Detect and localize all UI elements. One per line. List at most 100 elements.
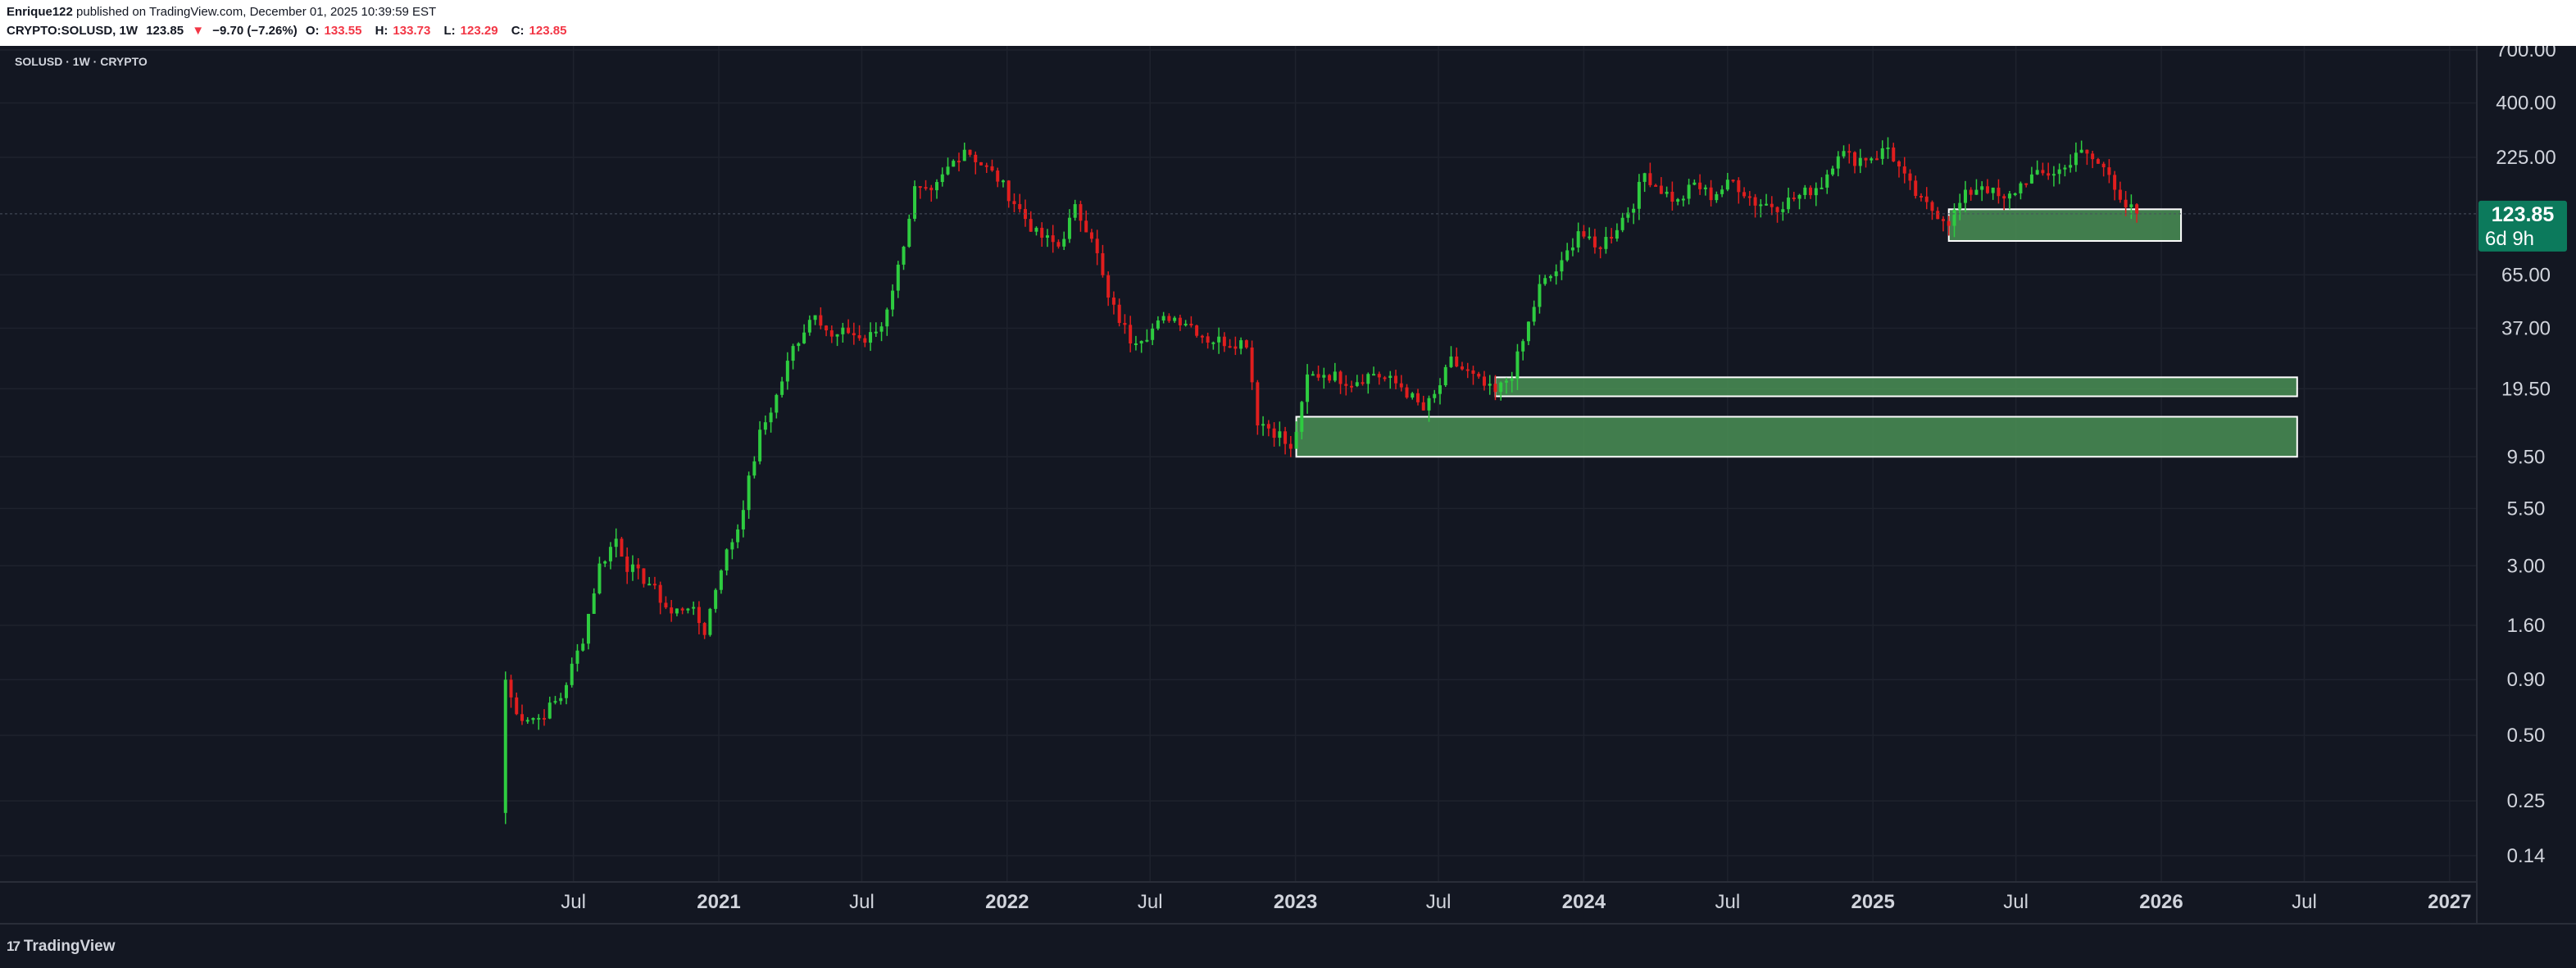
time-tick-label: Jul [1715, 891, 1740, 913]
candle-body [1361, 382, 1365, 384]
candle-body [1642, 173, 1647, 182]
candle-body [1427, 398, 1431, 411]
candle-body [785, 361, 789, 382]
candle-body [1250, 347, 1254, 383]
candle-body [1626, 212, 1630, 218]
candle-body [819, 315, 823, 326]
candle-body [769, 412, 773, 423]
candle-body [1703, 187, 1707, 189]
time-tick-label: Jul [849, 891, 875, 913]
candle-body [1620, 217, 1624, 230]
publication-info: Enrique122 published on TradingView.com,… [7, 5, 436, 19]
price-chart[interactable]: 700.00 400.00 225.00 65.00 37.00 19.50 9.50 5.5… [0, 46, 2576, 923]
candle-body [1089, 232, 1093, 239]
candle-body [974, 154, 978, 162]
demand-zone[interactable] [1947, 208, 2183, 242]
candle-body [857, 335, 861, 339]
candle-body [680, 608, 684, 611]
candle-body [1908, 173, 1912, 181]
candle-body [1504, 380, 1508, 383]
candle-body [1482, 376, 1486, 386]
time-tick-label: 2021 [697, 891, 740, 913]
time-tick-label: Jul [1426, 891, 1452, 913]
candle-body [675, 608, 679, 614]
candle-body [1244, 340, 1248, 348]
time-tick-label: 2024 [1562, 891, 1606, 913]
candle-body [2101, 163, 2106, 168]
candle-body [1991, 187, 1995, 193]
candle-body [1809, 187, 1813, 196]
candle-body [1715, 193, 1719, 201]
candle-body [1018, 204, 1022, 210]
candle-body [1897, 161, 1901, 167]
demand-zone[interactable] [1494, 376, 2298, 398]
candle-body [1333, 371, 1337, 381]
candle-body [670, 607, 674, 614]
candle-body [791, 346, 795, 361]
candle-body [1610, 237, 1614, 239]
candle-body [1306, 374, 1310, 402]
demand-zone[interactable] [1295, 416, 2298, 458]
candle-body [1853, 152, 1857, 166]
candle-body [1217, 336, 1221, 343]
candle-body [747, 475, 751, 511]
symbol-name[interactable]: CRYPTO:SOLUSD, 1W [7, 24, 139, 38]
candle-body [1941, 219, 1945, 221]
price-tick-label: 9.50 [2507, 446, 2546, 468]
candle-body [1167, 316, 1171, 321]
candle-body [1947, 220, 1951, 226]
author-name[interactable]: Enrique122 [7, 5, 73, 19]
high-value: 133.73 [393, 24, 431, 38]
candle-body [708, 608, 712, 635]
candle-body [1178, 317, 1182, 325]
price-tick-label: 700.00 [2496, 46, 2556, 61]
low-label: L: [443, 24, 456, 38]
price-axis[interactable]: 700.00 400.00 225.00 65.00 37.00 19.50 9.50 5.5… [2496, 46, 2556, 867]
zones [1295, 208, 2298, 458]
candle-body [1350, 385, 1354, 388]
candle-body [1875, 158, 1879, 161]
candle-body [1355, 382, 1359, 386]
time-tick-label: Jul [2292, 891, 2317, 913]
candle-body [1681, 198, 1685, 201]
candle-body [1261, 424, 1265, 426]
candle-body [2019, 183, 2023, 193]
candle-body [719, 570, 723, 590]
candle-body [802, 332, 806, 343]
candle-body [902, 247, 906, 265]
candle-body [1632, 208, 1636, 213]
candle-body [835, 334, 839, 337]
candle-body [1416, 393, 1420, 402]
published-text: published on TradingView.com, December 0… [76, 5, 437, 19]
candle-body [1997, 187, 2001, 197]
price-tick-label: 5.50 [2507, 498, 2546, 520]
price-tick-label: 19.50 [2501, 378, 2551, 400]
candle-body [1836, 156, 1840, 169]
candle-body [1106, 275, 1111, 298]
candle-body [547, 702, 552, 719]
time-tick-label: 2027 [2428, 891, 2471, 913]
candle-body [1145, 339, 1149, 342]
candle-body [702, 623, 706, 635]
candle-body [1858, 157, 1862, 166]
candle-body [1056, 242, 1061, 247]
tradingview-logo[interactable]: 17 TradingView [7, 938, 116, 956]
candle-body [2118, 189, 2122, 200]
candle-body [1256, 382, 1260, 425]
candle-body [1062, 239, 1066, 247]
candle-body [1648, 173, 1652, 185]
candle-body [1831, 168, 1835, 175]
candle-body [1438, 385, 1442, 394]
candle-body [1067, 217, 1071, 239]
candle-body [924, 187, 928, 189]
candle-body [1914, 180, 1918, 197]
time-axis[interactable]: Jul 2021 Jul 2022 Jul 2023 Jul 2024 Jul 2025 Jul 20… [561, 891, 2471, 913]
candle-body [697, 607, 701, 624]
candle-body [879, 326, 884, 332]
candle-body [2135, 204, 2139, 214]
candle-body [1278, 431, 1282, 439]
candle-body [1570, 247, 1574, 251]
price-tick-label: 0.50 [2507, 725, 2546, 747]
candle-body [1399, 383, 1403, 388]
candle-body [1797, 194, 1801, 199]
